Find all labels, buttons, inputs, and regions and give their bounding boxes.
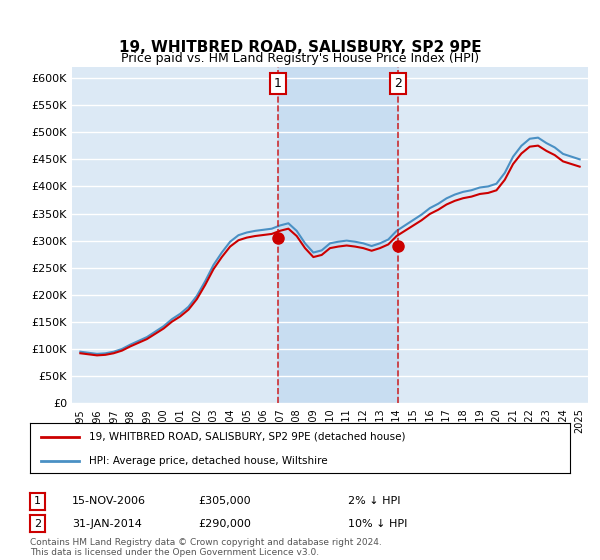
Text: 2: 2 <box>394 77 402 90</box>
Text: 2% ↓ HPI: 2% ↓ HPI <box>348 496 401 506</box>
Text: 2: 2 <box>34 519 41 529</box>
Text: 19, WHITBRED ROAD, SALISBURY, SP2 9PE (detached house): 19, WHITBRED ROAD, SALISBURY, SP2 9PE (d… <box>89 432 406 442</box>
Text: £290,000: £290,000 <box>198 519 251 529</box>
Text: Price paid vs. HM Land Registry's House Price Index (HPI): Price paid vs. HM Land Registry's House … <box>121 52 479 66</box>
Text: 31-JAN-2014: 31-JAN-2014 <box>72 519 142 529</box>
Text: 10% ↓ HPI: 10% ↓ HPI <box>348 519 407 529</box>
Text: 15-NOV-2006: 15-NOV-2006 <box>72 496 146 506</box>
Bar <box>278 67 398 403</box>
Text: 1: 1 <box>274 77 282 90</box>
Text: £305,000: £305,000 <box>198 496 251 506</box>
Text: HPI: Average price, detached house, Wiltshire: HPI: Average price, detached house, Wilt… <box>89 456 328 465</box>
Text: 19, WHITBRED ROAD, SALISBURY, SP2 9PE: 19, WHITBRED ROAD, SALISBURY, SP2 9PE <box>119 40 481 55</box>
Text: 1: 1 <box>34 496 41 506</box>
Text: Contains HM Land Registry data © Crown copyright and database right 2024.
This d: Contains HM Land Registry data © Crown c… <box>30 538 382 557</box>
